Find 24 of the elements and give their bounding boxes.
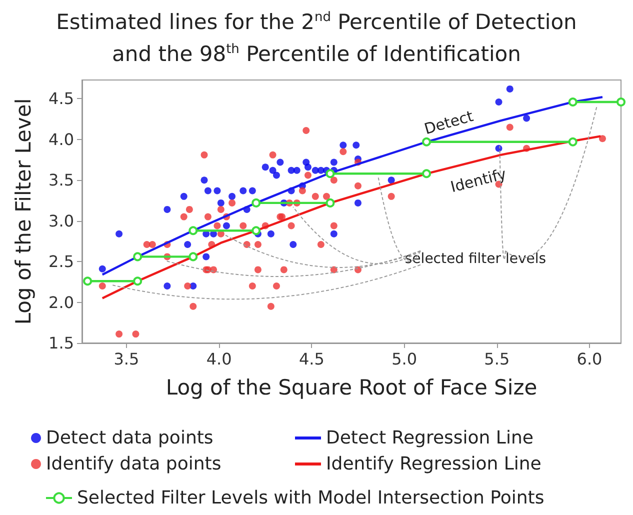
x-tick-label: 3.5 (114, 350, 140, 368)
chart-title: Estimated lines for the 2$^{nd}$ Percentile of Detection and the 98$^{th}$ Percentile of Identification (56, 10, 577, 66)
y-axis-title: Log of the Filter Level (12, 98, 36, 325)
legend-label: Identify Regression Line (326, 454, 542, 474)
legend-label: Selected Filter Levels with Model Intersection Points (77, 488, 544, 508)
annotation: Detect (422, 106, 476, 138)
y-tick-label: 3.5 (48, 170, 74, 190)
y-tick-label: 2.0 (48, 292, 74, 312)
legend-label: Identify data points (46, 454, 222, 474)
y-tick-label: 1.5 (48, 334, 74, 352)
x-tick-label: 4.0 (206, 350, 232, 368)
y-tick-label: 4.5 (48, 89, 74, 108)
y-tick-label: 3.0 (48, 211, 74, 230)
x-axis-title: Log of the Square Root of Face Size (166, 376, 538, 400)
x-tick-label: 4.5 (298, 350, 324, 368)
annotation: Identify (448, 164, 508, 196)
legend-label: Detect data points (46, 428, 214, 448)
legend-label: Detect Regression Line (326, 428, 534, 448)
x-tick-label: 5.5 (484, 350, 510, 368)
x-tick-label: 5.0 (392, 350, 418, 368)
y-tick-label: 2.5 (48, 252, 74, 272)
annotation: selected filter levels (404, 250, 546, 267)
x-tick-label: 6.0 (576, 350, 602, 368)
y-tick-label: 4.0 (48, 130, 74, 149)
